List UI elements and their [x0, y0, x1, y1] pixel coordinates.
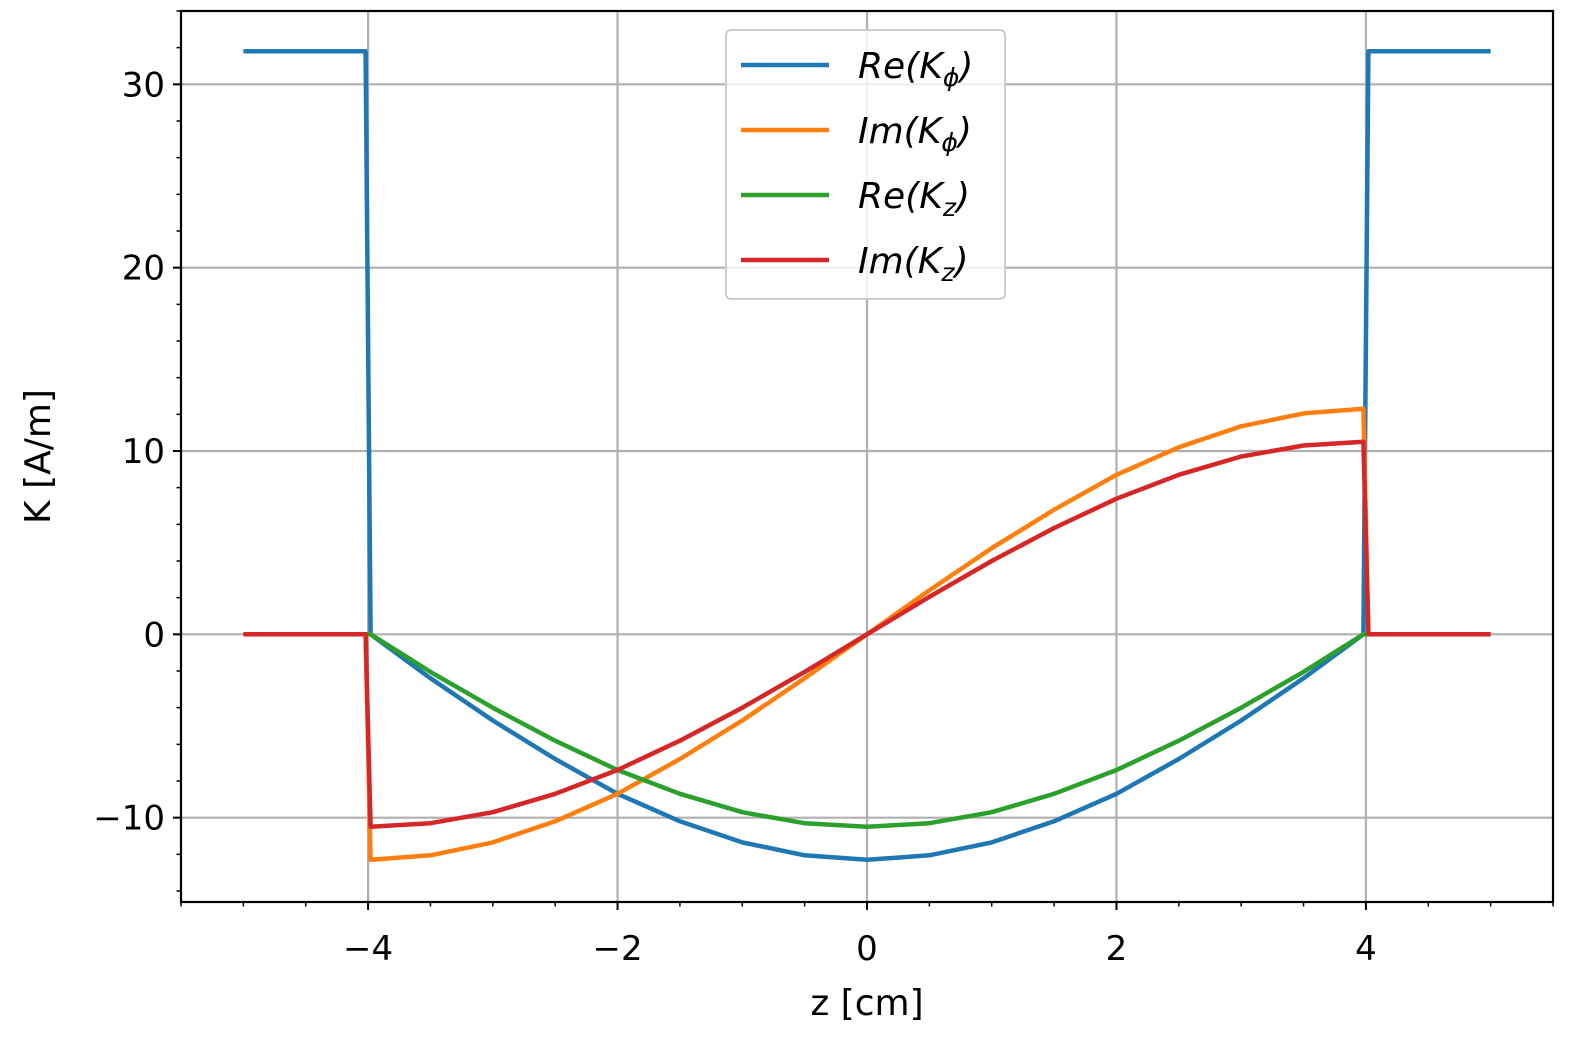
y-tick-label: 10 [122, 432, 165, 472]
legend-label-3: Im(Kz) [858, 241, 969, 287]
x-tick-label: 0 [856, 929, 878, 969]
x-axis-label: z [cm] [810, 983, 923, 1024]
legend: Re(Kϕ)Im(Kϕ)Re(Kz)Im(Kz) [725, 29, 1006, 300]
legend-label-subscript: ϕ [941, 128, 958, 157]
series-line-3 [243, 439, 1491, 830]
legend-label-base: Im(K [858, 111, 944, 152]
y-tick-label: 30 [122, 65, 165, 105]
legend-label-subscript: z [942, 193, 957, 222]
legend-label-close: ) [953, 176, 970, 217]
series-line-0 [243, 49, 1491, 863]
legend-label-subscript: z [940, 258, 955, 287]
x-tick-label: 2 [1106, 929, 1128, 969]
y-axis-label: K [A/m] [18, 389, 59, 524]
legend-label-base: Re(K [858, 46, 945, 87]
x-tick-label: −4 [343, 929, 393, 969]
series-layer [243, 49, 1491, 863]
legend-box [725, 29, 1006, 300]
legend-label-base: Im(K [858, 241, 944, 282]
legend-label-base: Re(K [858, 176, 945, 217]
legend-label-subscript: ϕ [943, 63, 960, 92]
legend-label-close: ) [955, 111, 972, 152]
x-tick-label: −2 [592, 929, 642, 969]
y-tick-label: −10 [93, 799, 165, 839]
x-tick-label: 4 [1355, 929, 1377, 969]
ticks: −4 −2 0 2 4 −10 0 10 20 30 [93, 10, 1554, 969]
legend-label-close: ) [951, 241, 968, 282]
legend-label-2: Re(Kz) [858, 176, 970, 222]
y-tick-label: 20 [122, 249, 165, 289]
series-line-2 [243, 632, 1491, 830]
y-tick-label: 0 [143, 615, 165, 655]
legend-label-0: Re(Kϕ) [858, 46, 973, 92]
legend-label-close: ) [956, 46, 973, 87]
legend-label-1: Im(Kϕ) [858, 111, 972, 157]
